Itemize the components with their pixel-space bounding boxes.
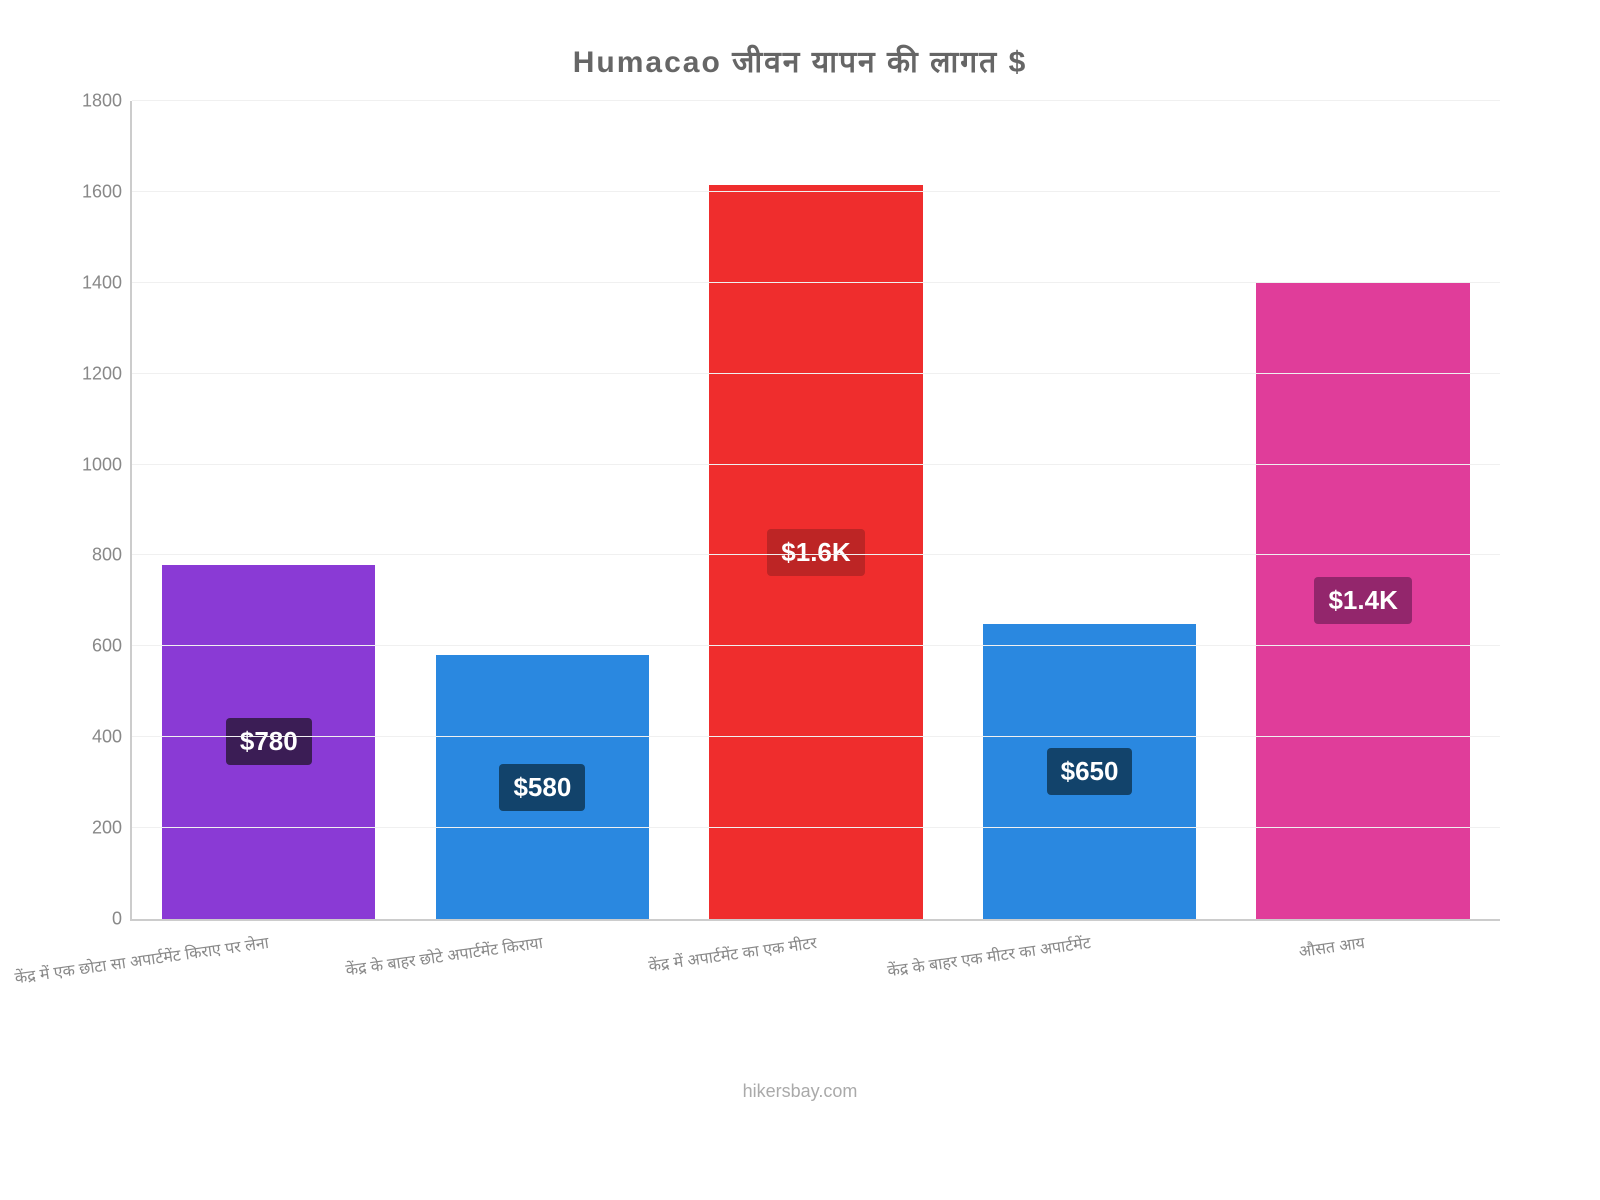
bar-slot: $780 bbox=[132, 101, 406, 919]
y-tick-label: 1800 bbox=[82, 91, 132, 112]
bar-slot: $1.6K bbox=[679, 101, 953, 919]
grid-line bbox=[132, 464, 1500, 465]
bar-slot: $650 bbox=[953, 101, 1227, 919]
bar-slot: $580 bbox=[406, 101, 680, 919]
grid-line bbox=[132, 191, 1500, 192]
bar-value-label: $1.4K bbox=[1314, 577, 1411, 624]
bar: $780 bbox=[162, 565, 375, 919]
grid-line bbox=[132, 282, 1500, 283]
attribution-text: hikersbay.com bbox=[60, 1081, 1540, 1102]
bar: $650 bbox=[983, 624, 1196, 919]
chart-title: Humacao जीवन यापन की लागत $ bbox=[60, 40, 1540, 81]
bar-value-label: $580 bbox=[499, 764, 585, 811]
grid-line bbox=[132, 736, 1500, 737]
y-tick-label: 1000 bbox=[82, 454, 132, 475]
bar-value-label: $1.6K bbox=[767, 529, 864, 576]
y-tick-label: 200 bbox=[92, 818, 132, 839]
bar: $580 bbox=[436, 655, 649, 919]
x-label-slot: केंद्र के बाहर छोटे अपार्टमेंट किराया bbox=[404, 921, 678, 1041]
bar-value-label: $780 bbox=[226, 718, 312, 765]
grid-line bbox=[132, 554, 1500, 555]
y-tick-label: 0 bbox=[112, 909, 132, 930]
bar-slot: $1.4K bbox=[1226, 101, 1500, 919]
chart-container: Humacao जीवन यापन की लागत $ $780 $580 $1.6… bbox=[0, 0, 1600, 1200]
x-label-slot: केंद्र के बाहर एक मीटर का अपार्टमेंट bbox=[952, 921, 1226, 1041]
grid-line bbox=[132, 645, 1500, 646]
bar: $1.6K bbox=[709, 185, 922, 919]
bar: $1.4K bbox=[1256, 283, 1469, 919]
y-tick-label: 600 bbox=[92, 636, 132, 657]
x-label-slot: केंद्र में एक छोटा सा अपार्टमेंट किराए प… bbox=[130, 921, 404, 1041]
grid-line bbox=[132, 827, 1500, 828]
x-label-slot: औसत आय bbox=[1226, 921, 1500, 1041]
y-tick-label: 800 bbox=[92, 545, 132, 566]
x-label-slot: केंद्र में अपार्टमेंट का एक मीटर bbox=[678, 921, 952, 1041]
x-axis-labels: केंद्र में एक छोटा सा अपार्टमेंट किराए प… bbox=[130, 921, 1500, 1041]
y-tick-label: 1400 bbox=[82, 272, 132, 293]
x-axis-category-label: केंद्र में एक छोटा सा अपार्टमेंट किराए प… bbox=[13, 931, 270, 988]
plot-area: $780$580$1.6K$650$1.4K 02004006008001000… bbox=[130, 101, 1500, 921]
y-tick-label: 400 bbox=[92, 727, 132, 748]
y-tick-label: 1600 bbox=[82, 181, 132, 202]
bars-group: $780 $580 $1.6K $650 $1.4K bbox=[132, 101, 1500, 919]
bar-value-label: $650 bbox=[1047, 748, 1133, 795]
grid-line bbox=[132, 373, 1500, 374]
grid-line bbox=[132, 100, 1500, 101]
x-axis-category-label: औसत आय bbox=[1297, 931, 1366, 962]
y-tick-label: 1200 bbox=[82, 363, 132, 384]
